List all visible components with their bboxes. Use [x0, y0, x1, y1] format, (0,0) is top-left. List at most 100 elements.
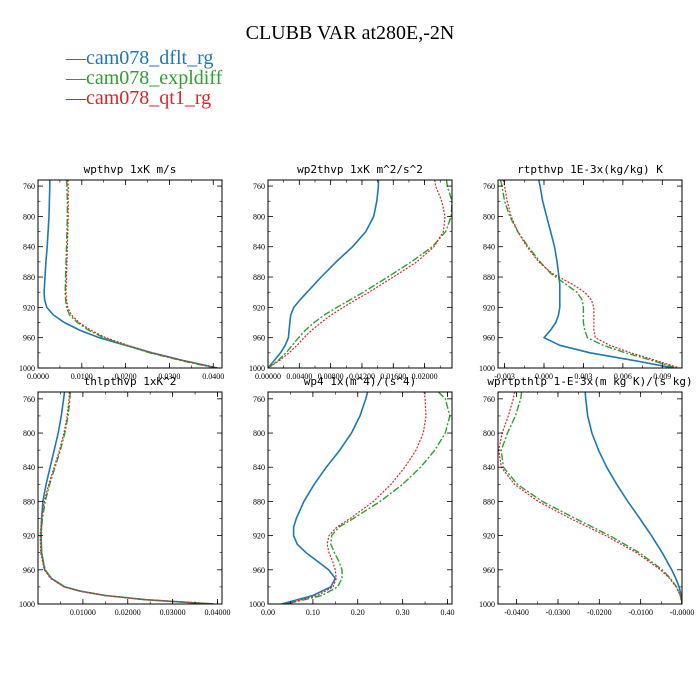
- x-tick-label: 0.20: [351, 608, 365, 617]
- x-tick-label: 0.0400: [202, 372, 224, 381]
- panel-title: wpthvp 1xK m/s: [84, 163, 177, 176]
- series-line-2: [285, 392, 451, 604]
- panel-1: wpthvp 1xK m/s 760 800 840 880 920 960 10000.00…: [19, 163, 224, 381]
- y-tick-label: 840: [253, 463, 265, 472]
- y-tick-label: 760: [23, 182, 35, 191]
- y-tick-label: 800: [23, 212, 35, 221]
- panel-frame: [37, 179, 223, 369]
- panel-2: wp2thvp 1xK m^2/s^2 760 800 840 880 920 960 100…: [249, 163, 453, 381]
- series-line-3: [65, 180, 218, 368]
- y-tick-label: 1000: [249, 600, 265, 609]
- legend-line-icon: —: [66, 87, 86, 109]
- panel-title: wp4 1x(m^4)/(s^4): [304, 375, 417, 388]
- y-tick-label: 760: [253, 395, 265, 404]
- y-tick-label: 920: [483, 303, 495, 312]
- y-tick-label: 880: [253, 497, 265, 506]
- series-line-1: [281, 392, 369, 604]
- y-tick-label: 1000: [479, 364, 495, 373]
- y-tick-label: 800: [253, 429, 265, 438]
- x-tick-label: 0.0100: [71, 372, 93, 381]
- x-tick-label: 0.01000: [70, 608, 96, 617]
- series-line-3: [268, 180, 446, 368]
- y-tick-label: 840: [483, 243, 495, 252]
- y-tick-label: 920: [23, 303, 35, 312]
- panel-frame: [497, 391, 683, 605]
- panel-series: [498, 392, 682, 604]
- panel-3: rtpthvp 1E-3x(kg/kg) K 760 800 840 880 920 960…: [479, 163, 683, 381]
- panel-4: thlpthvp 1xK^2 760 800 840 880 920 960 1000 0.01…: [19, 375, 231, 617]
- y-tick-label: 840: [23, 463, 35, 472]
- series-line-1: [584, 392, 682, 604]
- y-tick-label: 800: [23, 429, 35, 438]
- y-tick-label: 760: [253, 182, 265, 191]
- panel-frame: [37, 391, 223, 605]
- x-tick-label: 0.04000: [205, 608, 231, 617]
- y-tick-label: 880: [483, 497, 495, 506]
- x-tick-label: 0.40: [441, 608, 455, 617]
- y-tick-label: 800: [253, 212, 265, 221]
- panel-frame: [267, 179, 453, 369]
- panel-title: thlpthvp 1xK^2: [84, 375, 177, 388]
- x-tick-label: 0.00000: [255, 372, 281, 381]
- x-tick-label: 0.0200: [115, 372, 137, 381]
- x-tick-label: 0.003: [574, 372, 592, 381]
- series-line-2: [64, 180, 216, 368]
- x-tick-label: -0.0400: [504, 608, 529, 617]
- series-line-2: [40, 392, 216, 604]
- y-tick-label: 1000: [19, 600, 35, 609]
- x-tick-label: -0.0100: [628, 608, 653, 617]
- y-tick-label: 840: [253, 243, 265, 252]
- legend-label: cam078_dflt_rg: [86, 47, 214, 69]
- x-tick-label: -0.0300: [546, 608, 571, 617]
- panel-frame: [497, 179, 683, 369]
- x-tick-label: 0.000: [535, 372, 553, 381]
- series-line-2: [500, 392, 682, 604]
- panel-6: wprtpthlp 1-E-3x(m kg K)/(s kg) 760 800 840…: [479, 375, 694, 617]
- x-tick-label: 0.10: [306, 608, 320, 617]
- series-line-3: [39, 392, 216, 604]
- y-tick-label: 920: [253, 303, 265, 312]
- y-tick-label: 960: [23, 566, 35, 575]
- panel-series: [268, 180, 452, 368]
- y-tick-label: 960: [483, 566, 495, 575]
- x-tick-label: 0.01600: [380, 372, 406, 381]
- y-tick-label: 880: [23, 497, 35, 506]
- series-line-3: [502, 180, 680, 368]
- y-tick-label: 800: [483, 429, 495, 438]
- panel-series: [39, 392, 216, 604]
- y-tick-label: 960: [253, 566, 265, 575]
- y-tick-label: 840: [483, 463, 495, 472]
- x-tick-label: 0.0000: [27, 372, 49, 381]
- y-tick-label: 840: [23, 243, 35, 252]
- series-line-1: [537, 180, 675, 368]
- figure-title: CLUBB VAR at280E,-2N: [245, 22, 455, 44]
- legend-label: cam078_expldiff: [86, 67, 223, 89]
- y-tick-label: 880: [483, 273, 495, 282]
- y-tick-label: 880: [253, 273, 265, 282]
- y-tick-label: 920: [253, 532, 265, 541]
- y-tick-label: 800: [483, 212, 495, 221]
- x-tick-label: 0.00: [261, 608, 275, 617]
- panel-series: [43, 180, 218, 368]
- x-tick-label: 0.30: [396, 608, 410, 617]
- x-tick-label: -0.003: [494, 372, 515, 381]
- series-line-1: [43, 180, 218, 368]
- legend-line-icon: —: [66, 67, 86, 89]
- x-tick-label: -0.0000: [670, 608, 695, 617]
- x-tick-label: 0.03000: [160, 608, 186, 617]
- legend-line-icon: —: [66, 47, 86, 69]
- panel-title: wprtpthlp 1-E-3x(m kg K)/(s kg): [487, 375, 692, 388]
- y-tick-label: 1000: [249, 364, 265, 373]
- panel-5: wp4 1x(m^4)/(s^4)76080084088092096010000…: [249, 375, 455, 617]
- y-tick-label: 880: [23, 273, 35, 282]
- legend-label: cam078_qt1_rg: [86, 87, 212, 109]
- x-tick-label: 0.01200: [349, 372, 375, 381]
- series-line-2: [268, 180, 452, 368]
- x-tick-label: 0.006: [614, 372, 632, 381]
- x-tick-label: 0.00400: [286, 372, 312, 381]
- series-line-3: [285, 392, 427, 604]
- y-tick-label: 920: [23, 532, 35, 541]
- x-tick-label: 0.009: [653, 372, 671, 381]
- y-tick-label: 960: [253, 334, 265, 343]
